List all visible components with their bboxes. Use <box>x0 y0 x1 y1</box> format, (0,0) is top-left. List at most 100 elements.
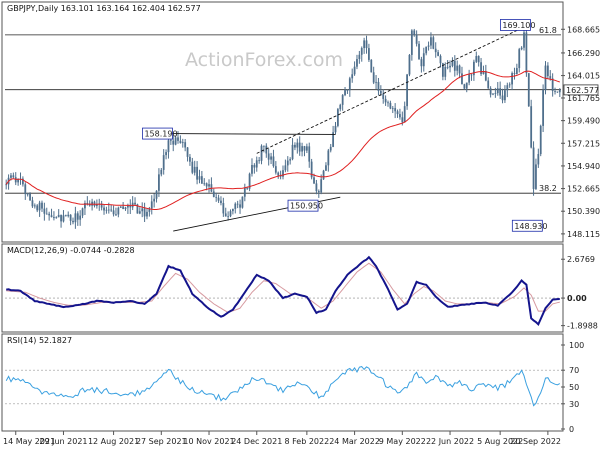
candle-body-186 <box>449 65 451 68</box>
candle-body-164 <box>396 111 399 115</box>
candle-body-207 <box>499 88 502 96</box>
candle-99 <box>241 196 244 209</box>
candle-body-228 <box>549 76 552 79</box>
candle-body-135 <box>327 150 330 166</box>
candle-82 <box>200 170 203 184</box>
candle-body-218 <box>525 32 528 74</box>
candle-14 <box>38 200 41 217</box>
candle-body-2 <box>10 175 12 178</box>
candle-body-140 <box>339 104 342 110</box>
candle-body-190 <box>458 65 461 74</box>
candle-74 <box>181 138 184 148</box>
callout-label-3: 148.930 <box>514 222 547 231</box>
candle-body-66 <box>162 155 165 170</box>
candle-body-103 <box>251 164 253 174</box>
candle-18 <box>48 211 51 221</box>
candle-body-123 <box>298 142 301 152</box>
candle-203 <box>489 86 492 98</box>
candle-125 <box>303 145 306 157</box>
candle-71 <box>174 135 177 146</box>
candle-body-177 <box>427 45 430 47</box>
candle-body-142 <box>344 90 346 96</box>
candle-81 <box>198 169 201 184</box>
xtick-label-5: 24 Dec 2021 <box>231 437 282 446</box>
candle-body-83 <box>203 183 206 185</box>
candle-body-117 <box>284 165 287 171</box>
candle-221 <box>532 141 535 196</box>
candle-173 <box>418 40 420 60</box>
candle-145 <box>351 68 354 83</box>
xtick-label-2: 12 Aug 2021 <box>88 437 139 446</box>
price-ytick-label-5: 159.490 <box>567 117 600 126</box>
candle-3 <box>12 172 15 179</box>
price-title: GBPJPY,Daily 163.101 163.164 162.404 162… <box>7 4 201 13</box>
candle-body-10 <box>29 193 31 201</box>
candle-body-92 <box>224 213 227 217</box>
candle-102 <box>248 172 251 192</box>
callout-box-0 <box>499 19 531 31</box>
price-ytick-label-0: 148.115 <box>567 230 600 239</box>
candle-212 <box>511 71 513 91</box>
candle-41 <box>103 204 105 215</box>
watermark: ActionForex.com <box>185 49 343 71</box>
candle-21 <box>55 216 58 219</box>
rsi-panel: 100 70 50 30 0 <box>5 341 584 434</box>
candle-97 <box>236 200 239 209</box>
candle-167 <box>403 101 406 123</box>
candle-body-120 <box>291 144 294 160</box>
candle-175 <box>422 47 425 72</box>
candle-194 <box>468 69 471 86</box>
candle-body-17 <box>45 213 48 215</box>
candle-body-154 <box>372 72 375 83</box>
candle-body-75 <box>184 142 187 148</box>
candle-111 <box>270 152 272 165</box>
candle-28 <box>72 217 74 225</box>
candle-78 <box>191 157 194 175</box>
candle-148 <box>358 50 361 64</box>
candle-154 <box>372 66 375 85</box>
candle-body-219 <box>527 73 530 107</box>
candle-body-149 <box>360 48 363 55</box>
candle-body-194 <box>468 74 471 83</box>
candle-141 <box>341 94 344 111</box>
candle-body-145 <box>351 74 354 79</box>
candle-116 <box>282 165 284 180</box>
candle-205 <box>494 87 497 98</box>
candle-body-12 <box>33 205 36 207</box>
candle-body-100 <box>243 187 246 197</box>
candle-body-68 <box>167 140 170 153</box>
candle-52 <box>129 199 132 214</box>
candle-body-226 <box>544 65 547 91</box>
candle-216 <box>520 46 523 51</box>
candle-body-15 <box>41 202 43 209</box>
candle-body-220 <box>530 106 533 148</box>
candle-202 <box>487 77 490 89</box>
last-price-tag <box>563 84 599 96</box>
candle-body-197 <box>475 56 478 62</box>
candle-187 <box>451 57 454 68</box>
candle-body-0 <box>5 184 8 186</box>
candle-88 <box>215 192 218 202</box>
callout-label-0: 169.100 <box>502 21 535 30</box>
candle-200 <box>482 65 485 75</box>
candle-73 <box>179 135 182 144</box>
candle-body-94 <box>229 211 232 217</box>
candle-body-84 <box>205 183 208 187</box>
candle-181 <box>437 49 440 57</box>
candle-body-23 <box>60 214 62 222</box>
moving-average-line <box>5 70 560 210</box>
candle-12 <box>33 203 36 209</box>
candle-body-34 <box>86 203 89 204</box>
candle-body-222 <box>535 164 537 189</box>
candle-56 <box>138 207 141 215</box>
candle-body-81 <box>198 176 201 180</box>
candle-body-19 <box>50 215 53 218</box>
candle-48 <box>119 206 122 208</box>
candle-94 <box>229 209 232 218</box>
candle-112 <box>272 149 275 168</box>
candle-211 <box>508 82 511 88</box>
candle-body-77 <box>189 156 191 162</box>
candle-body-210 <box>506 85 509 91</box>
candle-25 <box>64 214 67 217</box>
candle-44 <box>110 204 113 212</box>
